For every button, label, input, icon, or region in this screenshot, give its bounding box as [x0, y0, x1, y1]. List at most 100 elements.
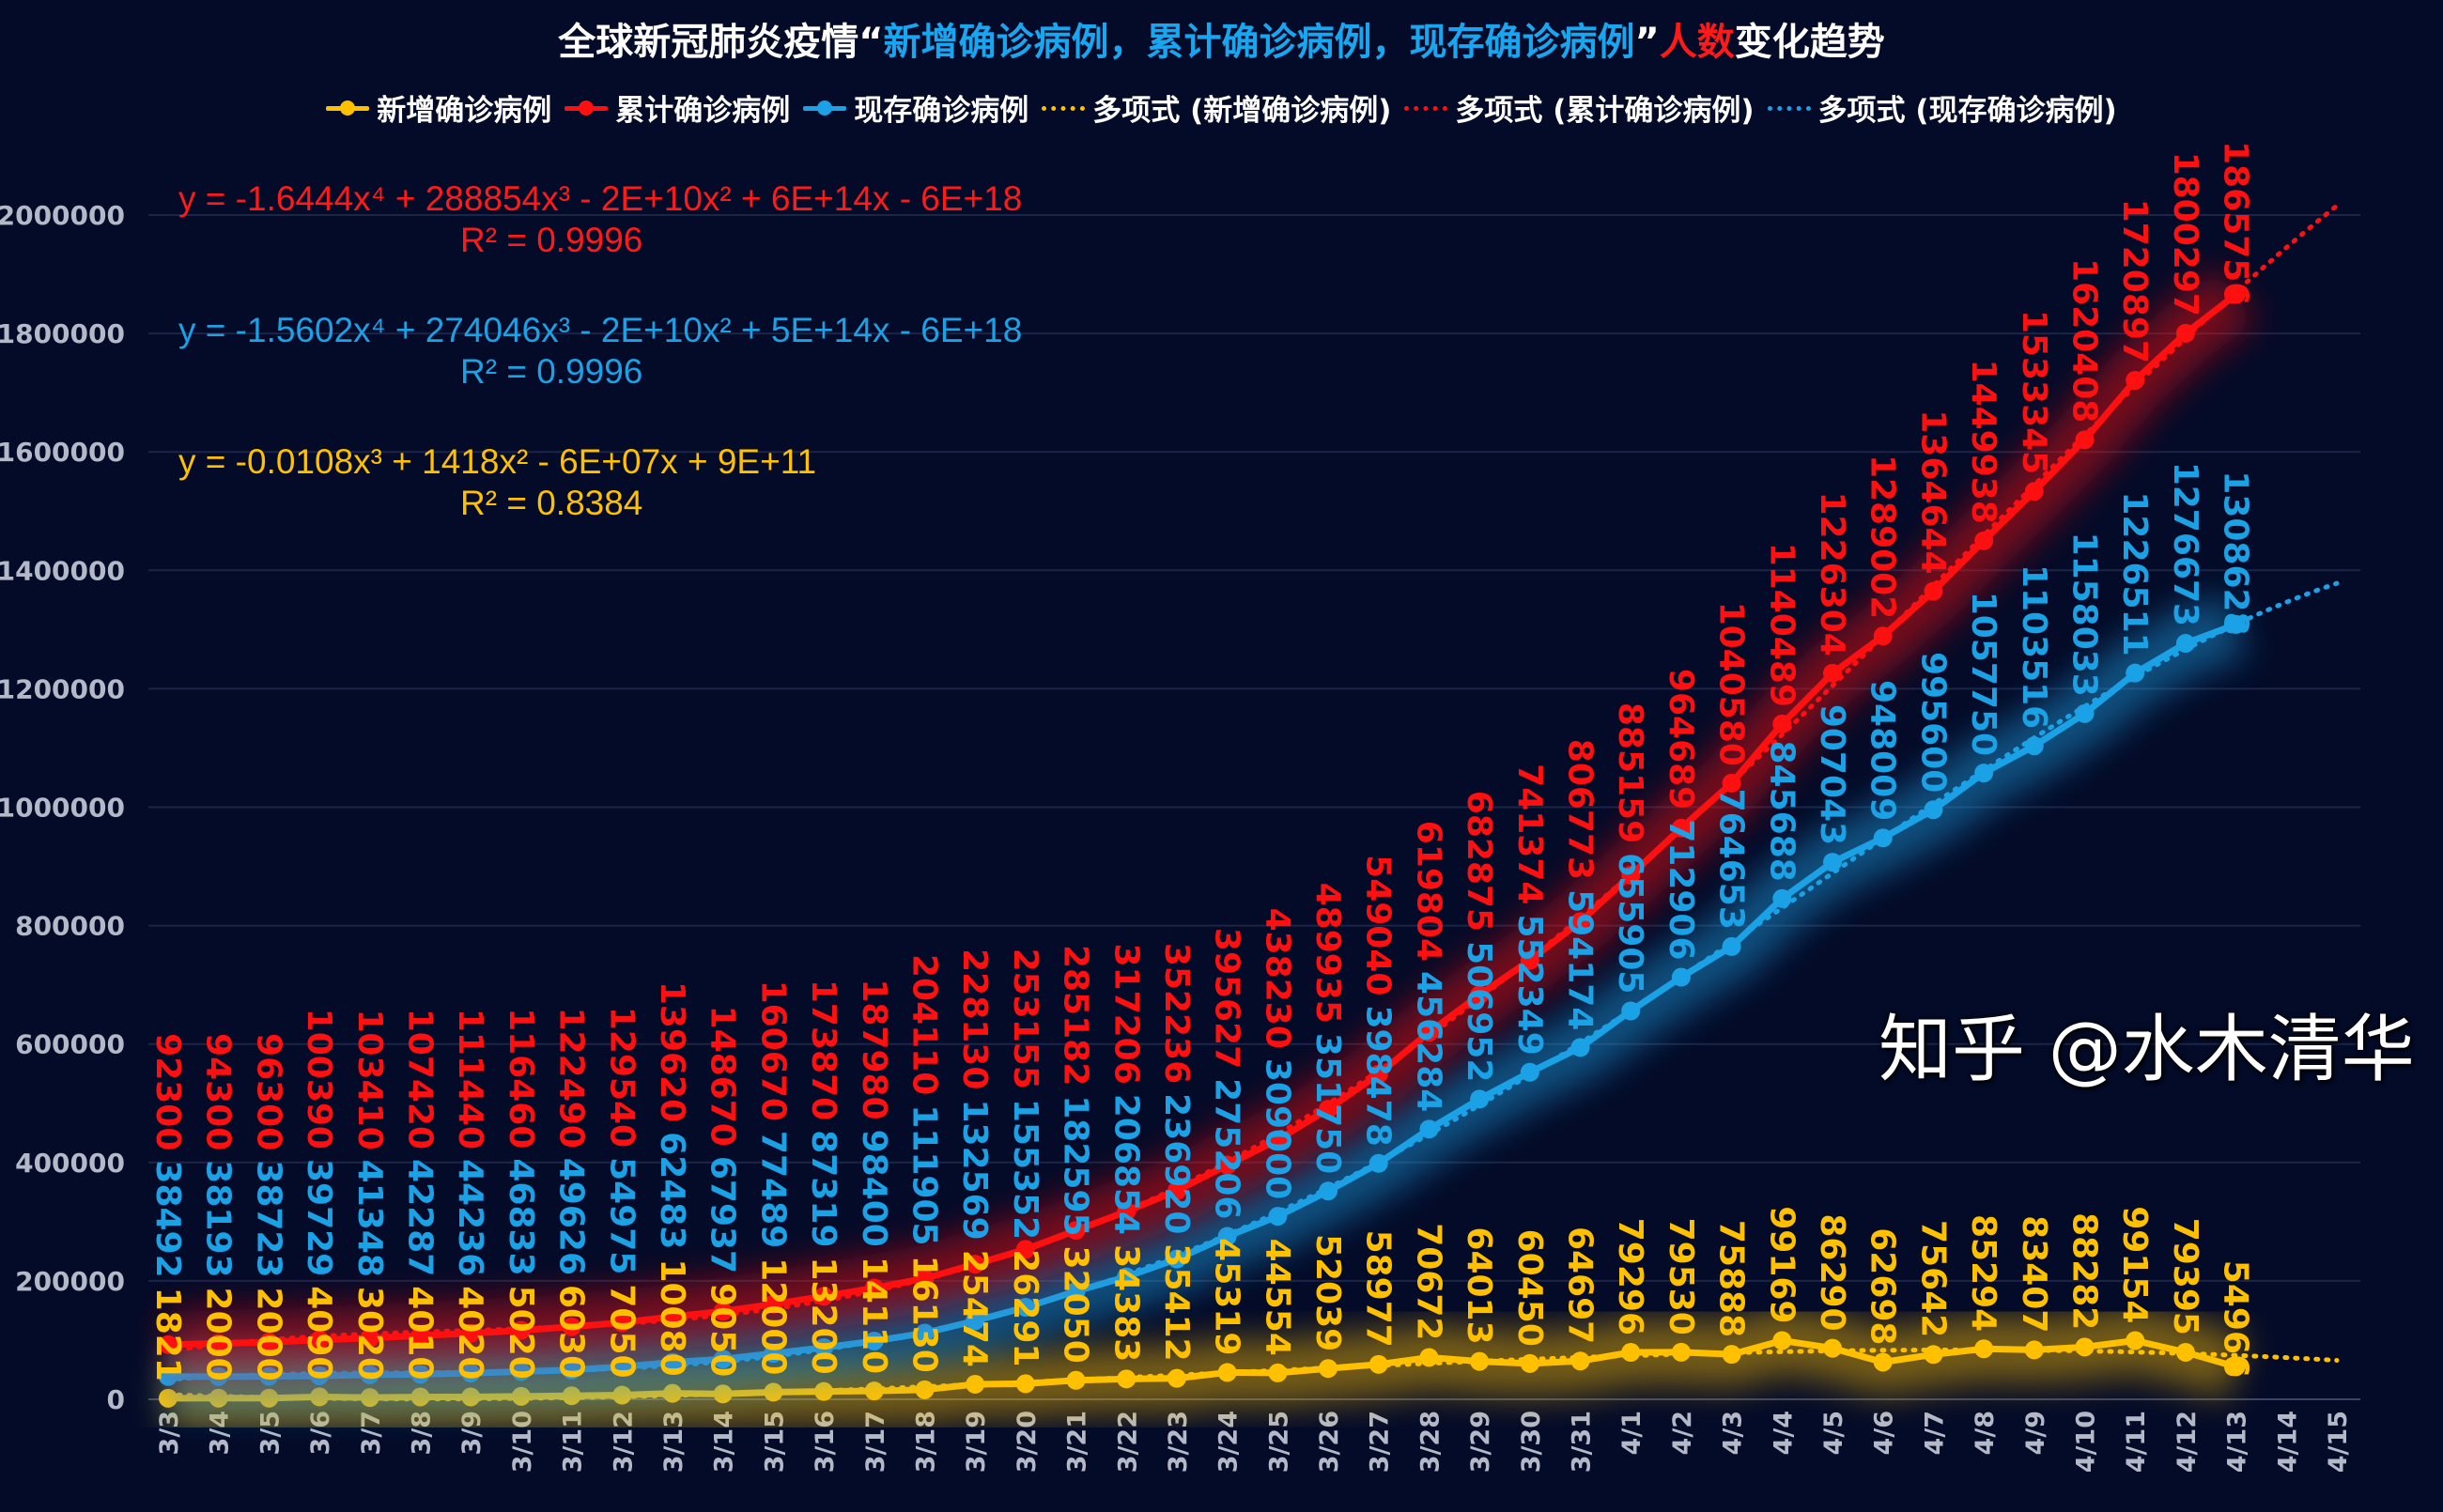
x-tick-label: 4/14 [2273, 1411, 2302, 1473]
data-label: 317206 [1106, 943, 1145, 1084]
data-label: 1620408 [2065, 258, 2104, 423]
cumulative-r2-text: R² = 0.9996 [460, 221, 643, 259]
legend-item-trend-new[interactable]: 多项式 (新增确诊病例) [1042, 86, 1391, 129]
cumulative-trend-equation: y = -1.6444x⁴ + 288854x³ - 2E+10x² + 6E+… [178, 178, 1022, 261]
data-label: 285182 [1057, 945, 1095, 1086]
data-label: 79530 [1662, 1218, 1700, 1335]
data-label: 9050 [704, 1283, 742, 1377]
data-point [461, 1364, 481, 1383]
data-label: 88282 [2065, 1212, 2104, 1330]
data-point [2024, 736, 2044, 756]
data-point [915, 1323, 935, 1343]
data-point [1520, 1353, 1539, 1373]
data-label: 764653 [1712, 789, 1751, 930]
data-label: 103410 [350, 1009, 389, 1149]
legend-item-active[interactable]: 现存确诊病例 [803, 86, 1028, 129]
data-label: 75888 [1712, 1220, 1751, 1337]
data-point [612, 1313, 632, 1333]
data-label: 39729 [300, 1159, 338, 1276]
data-point [814, 1381, 834, 1401]
data-point [410, 1326, 430, 1346]
data-label: 489935 [1308, 883, 1347, 1024]
legend-item-cumulative[interactable]: 累计确诊病例 [564, 86, 790, 129]
data-point [461, 1323, 481, 1343]
data-point [713, 1350, 733, 1369]
data-point [1419, 1119, 1439, 1139]
data-label: 964689 [1662, 669, 1700, 810]
data-point [1621, 865, 1641, 885]
x-tick-label: 4/6 [1870, 1411, 1899, 1455]
data-label: 75642 [1913, 1220, 1952, 1337]
data-point [2175, 634, 2195, 654]
data-label: 187980 [855, 979, 893, 1119]
data-point [1873, 1352, 1893, 1372]
legend-marker-icon [803, 100, 847, 116]
data-point [662, 1352, 682, 1372]
data-point [1268, 1207, 1288, 1227]
data-label: 395627 [1208, 928, 1246, 1069]
data-point [1924, 581, 1943, 601]
data-point [1268, 1363, 1288, 1382]
data-label: 1158033 [2065, 532, 2104, 697]
data-point [1319, 1359, 1338, 1379]
data-label: 148670 [704, 1006, 742, 1147]
legend-item-trend-active[interactable]: 多项式 (现存确诊病例) [1767, 86, 2117, 129]
data-label: 52039 [1308, 1234, 1347, 1351]
data-label: 54975 [602, 1157, 641, 1274]
legend-item-new[interactable]: 新增确诊病例 [326, 86, 551, 129]
data-point [2175, 323, 2195, 343]
data-point [1772, 1331, 1792, 1350]
data-point [1671, 967, 1691, 987]
data-label: 64013 [1460, 1227, 1498, 1344]
data-label: 1226511 [2115, 491, 2154, 656]
data-point [1570, 1351, 1590, 1371]
x-tick-label: 4/12 [2172, 1411, 2202, 1473]
x-tick-label: 3/22 [1113, 1411, 1142, 1473]
data-point [360, 1328, 379, 1348]
x-tick-label: 4/3 [1719, 1411, 1748, 1455]
legend: 新增确诊病例 累计确诊病例 现存确诊病例 多项式 (新增确诊病例) 多项式 (累… [0, 86, 2443, 129]
data-point [1419, 1023, 1439, 1042]
data-label: 1364644 [1913, 409, 1952, 574]
data-label: 228130 [955, 949, 994, 1089]
data-label: 35412 [1157, 1243, 1196, 1361]
data-label: 1057750 [1964, 592, 2002, 756]
data-point [966, 1374, 985, 1394]
data-label: 34383 [1106, 1244, 1145, 1362]
data-point [966, 1311, 985, 1331]
data-point [1772, 888, 1792, 908]
data-point [1117, 1267, 1136, 1287]
data-point [1671, 818, 1691, 838]
legend-item-trend-cumulative[interactable]: 多项式 (累计确诊病例) [1404, 86, 1755, 129]
data-point [562, 1317, 581, 1336]
data-point [1873, 828, 1893, 848]
x-tick-label: 3/23 [1164, 1411, 1193, 1473]
data-label: 173870 [804, 980, 843, 1120]
data-point [1722, 773, 1741, 793]
data-label: 99154 [2115, 1206, 2154, 1323]
y-tick-label: 1000000 [0, 793, 125, 824]
data-point [1470, 1351, 1490, 1371]
x-tick-label: 4/4 [1769, 1411, 1798, 1455]
data-point [2075, 1337, 2095, 1357]
data-label: 96300 [249, 1033, 287, 1150]
x-tick-label: 3/29 [1466, 1411, 1495, 1473]
data-label: 38723 [249, 1160, 287, 1277]
legend-marker-icon [326, 100, 370, 116]
data-label: 398478 [1359, 1005, 1398, 1146]
y-tick-label: 200000 [15, 1266, 125, 1297]
data-point [1419, 1348, 1439, 1367]
legend-dotted-line-icon [1042, 100, 1086, 116]
x-axis: 3/3 3/4 3/5 3/6 3/7 3/8 3/9 3/10 3/11 3/12 3/13 3/1… [155, 1411, 2353, 1473]
data-point [1217, 1227, 1237, 1246]
data-labels: 1821 92300 38492 2000 94300 38193 2000 96300 387… [148, 141, 2255, 1381]
data-label: 58977 [1359, 1230, 1398, 1348]
data-point [562, 1360, 581, 1380]
data-label: 79395 [2166, 1218, 2204, 1335]
data-point [814, 1287, 834, 1306]
data-point [2024, 1340, 2044, 1360]
data-label: 845688 [1762, 740, 1801, 881]
data-label: 111905 [905, 1104, 943, 1245]
data-label: 129540 [602, 1007, 641, 1148]
